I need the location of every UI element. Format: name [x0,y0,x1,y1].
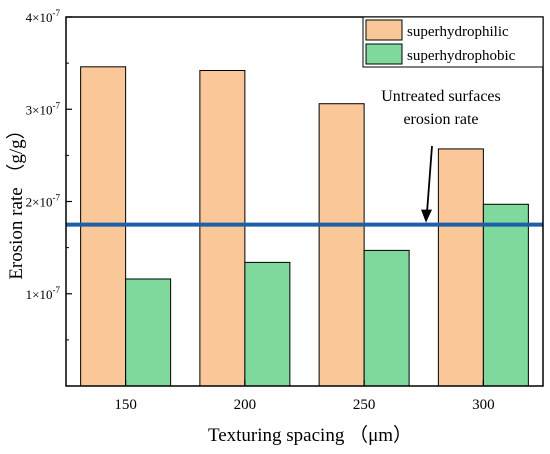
bar-superhydrophilic-200 [199,70,246,387]
x-tick-label-300: 300 [472,397,495,413]
annotation-line-2: erosion rate [403,111,478,128]
x-axis-label: Texturing spacing （μm） [208,424,412,446]
bar-superhydrophobic-250 [363,249,410,387]
annotation-arrow-shaft [426,145,433,213]
axes-layer: 1×10-7 2×10-7 3×10-7 4×10-7 150 200 250 300 [26,8,544,413]
legend-label-superhydrophobic: superhydrophobic [407,48,516,64]
y-axis-label: Erosion rate （g/g） [5,120,27,279]
bar-superhydrophobic-150 [125,278,172,387]
legend-swatch-superhydrophilic [365,19,403,41]
x-tick-label-150: 150 [114,397,137,413]
y-tick-label: 4×10-7 [26,8,61,25]
bar-superhydrophobic-300 [482,203,529,387]
legend-swatch-superhydrophobic [365,43,403,65]
x-tick-label-200: 200 [234,397,257,413]
annotation-arrow-head [421,209,432,223]
legend-label-superhydrophilic: superhydrophilic [407,24,509,40]
y-tick-label: 1×10-7 [26,285,61,302]
bars-layer [80,66,529,387]
y-tick-label: 3×10-7 [26,100,61,117]
bar-superhydrophobic-200 [244,261,291,387]
y-tick-label: 2×10-7 [26,193,61,210]
annotation-layer: Untreated surfaces erosion rate [381,88,501,223]
annotation-line-1: Untreated surfaces [381,88,501,105]
x-tick-label-250: 250 [353,397,376,413]
legend: superhydrophilic superhydrophobic [362,16,544,68]
bar-superhydrophilic-250 [318,103,365,387]
bar-superhydrophilic-300 [437,148,484,387]
